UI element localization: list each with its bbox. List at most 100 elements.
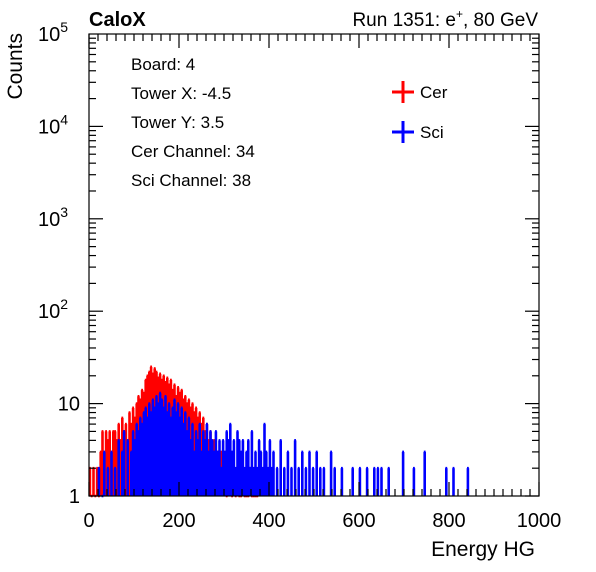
bin-sci — [205, 422, 209, 496]
bin-sci — [167, 402, 171, 496]
info-line-cer-channel: Cer Channel: 34 — [131, 142, 255, 161]
bin-sci — [250, 430, 254, 496]
bin-sci — [263, 422, 266, 496]
bin-sci — [247, 439, 250, 496]
bin-cer — [92, 466, 95, 496]
bin-sci — [164, 394, 167, 496]
bin-sci — [144, 406, 147, 496]
bin-sci — [254, 450, 257, 496]
x-tick-label: 800 — [432, 510, 465, 532]
x-tick-label: 1000 — [517, 510, 562, 532]
axes-layer: 0 200 400 600 800 1000 1 10 102 103 104 105 — [38, 19, 561, 532]
bin-sci — [131, 430, 135, 496]
info-line-sci-channel: Sci Channel: 38 — [131, 171, 251, 190]
bin-cer — [128, 411, 131, 496]
bin-sci — [106, 466, 110, 496]
bin-sci — [259, 450, 263, 496]
x-axis-label: Energy HG — [431, 538, 535, 561]
series-layer — [88, 365, 470, 498]
bin-sci — [173, 398, 176, 496]
bin-sci — [139, 416, 142, 496]
x-tick-label: 0 — [83, 510, 94, 532]
bin-sci — [358, 466, 362, 496]
y-tick-label: 102 — [38, 296, 68, 323]
bin-sci — [423, 450, 427, 496]
bin-sci — [387, 466, 391, 496]
x-tick-label: 400 — [252, 510, 285, 532]
bin-sci — [151, 398, 155, 496]
y-tick-label: 103 — [38, 204, 68, 231]
bin-sci — [202, 430, 205, 496]
bin-sci — [194, 430, 198, 496]
bin-sci — [412, 466, 416, 496]
bin-sci — [329, 450, 333, 496]
bin-sci — [315, 450, 319, 496]
bin-sci — [380, 466, 383, 496]
chart-title-left: CaloX — [89, 9, 146, 31]
bin-sci — [297, 466, 301, 496]
bin-sci — [209, 430, 212, 496]
chart-title-right-sup: + — [456, 7, 463, 21]
y-tick-label: 1 — [69, 486, 80, 508]
bin-sci — [279, 439, 283, 496]
bin-sci — [97, 466, 101, 496]
bin-sci — [241, 439, 245, 496]
bin-sci — [304, 466, 308, 496]
legend-label-sci: Sci — [420, 123, 444, 142]
bin-sci — [308, 450, 311, 496]
bin-sci — [452, 466, 455, 496]
bin-sci — [318, 466, 322, 496]
bin-sci — [444, 466, 448, 496]
bin-cer — [124, 422, 128, 496]
legend-label-cer: Cer — [420, 83, 448, 102]
bin-sci — [282, 466, 286, 496]
legend-marker-cer — [392, 81, 414, 103]
bin-sci — [272, 450, 275, 496]
info-line-tower-x: Tower X: -4.5 — [131, 84, 231, 103]
bin-sci — [103, 450, 106, 496]
bin-sci — [155, 394, 158, 496]
y-tick-label: 10 — [58, 394, 80, 416]
bin-sci — [290, 466, 293, 496]
bin-sci — [311, 466, 315, 496]
bin-sci — [225, 430, 228, 496]
chart-title-right-suffix: , 80 GeV — [463, 10, 538, 31]
chart-title-right: Run 1351: e+, 80 GeV — [352, 7, 538, 31]
bin-sci — [211, 439, 214, 496]
y-axis-label: Counts — [4, 33, 27, 100]
bin-sci — [322, 466, 326, 496]
bin-cer — [108, 430, 111, 496]
y-tick-label: 104 — [38, 111, 68, 138]
bin-sci — [214, 430, 218, 496]
bin-sci — [198, 422, 201, 496]
bin-sci — [340, 466, 344, 496]
y-tick-label: 105 — [38, 19, 68, 46]
bin-sci — [122, 430, 126, 496]
bin-sci — [176, 402, 180, 496]
bin-sci — [333, 466, 337, 496]
bin-sci — [466, 466, 470, 496]
bin-sci — [236, 430, 239, 496]
bin-sci — [218, 439, 221, 496]
bin-cer — [104, 430, 108, 496]
bin-sci — [135, 422, 138, 496]
bin-sci — [376, 466, 380, 496]
bin-sci — [117, 439, 120, 496]
bin-sci — [351, 466, 355, 496]
bin-sci — [365, 466, 369, 496]
bin-sci — [268, 439, 272, 496]
info-box: Board: 4 Tower X: -4.5 Tower Y: 3.5 Cer … — [131, 55, 255, 190]
bin-sci — [300, 450, 304, 496]
info-line-board: Board: 4 — [131, 55, 195, 74]
bin-sci — [286, 450, 290, 496]
bin-sci — [187, 416, 191, 496]
bin-sci — [148, 402, 151, 496]
bin-sci — [126, 439, 129, 496]
x-tick-label: 600 — [342, 510, 375, 532]
legend: Cer Sci — [392, 81, 448, 143]
chart-title-right-prefix: Run 1351: e — [352, 10, 456, 31]
bin-sci — [257, 439, 261, 496]
bin-sci — [160, 398, 164, 496]
bin-sci — [113, 466, 117, 496]
